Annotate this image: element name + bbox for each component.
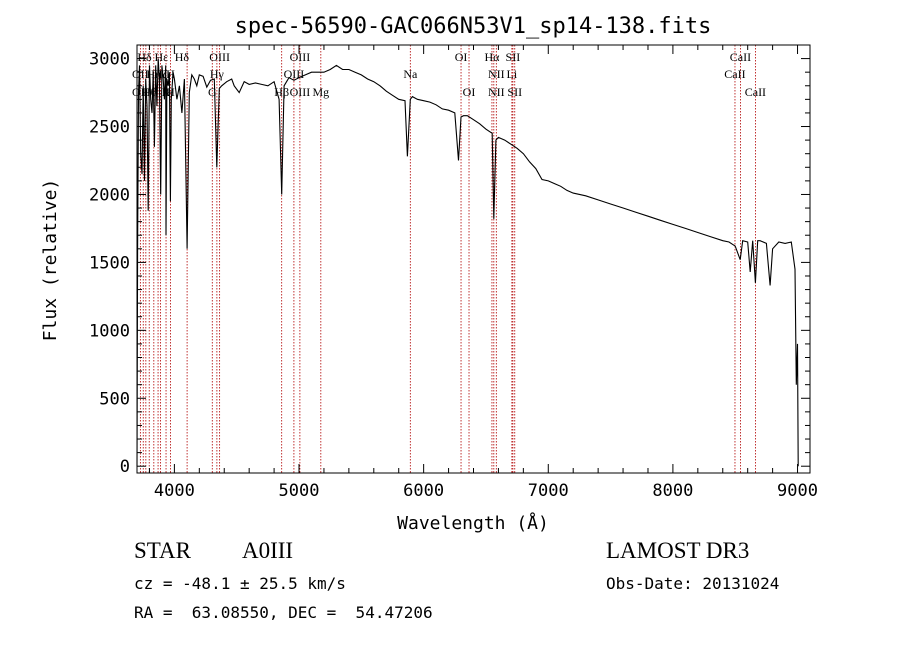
survey-name: LAMOST DR3 bbox=[606, 538, 750, 563]
spectral-line-label: NII bbox=[488, 85, 505, 99]
spectral-line-label: Hε bbox=[154, 50, 168, 64]
spectral-line-label: OI bbox=[463, 85, 476, 99]
spectral-line-label: Hα bbox=[484, 50, 500, 64]
spectral-line-label: CaII bbox=[745, 85, 766, 99]
spectral-lines bbox=[139, 45, 756, 473]
x-tick-label: 9000 bbox=[777, 481, 818, 501]
y-tick-label: 2000 bbox=[89, 185, 130, 205]
object-class: STAR bbox=[134, 538, 191, 563]
spectral-line-label: Li bbox=[507, 67, 518, 81]
y-tick-label: 0 bbox=[120, 457, 130, 477]
plot-frame bbox=[136, 44, 811, 474]
x-tick-label: 6000 bbox=[403, 481, 444, 501]
y-tick-label: 1500 bbox=[89, 253, 130, 273]
x-axis-label: Wavelength (Å) bbox=[397, 512, 549, 534]
spectral-line-label: Na bbox=[403, 67, 418, 81]
y-tick-label: 1000 bbox=[89, 321, 130, 341]
spectral-line-label: OIII bbox=[209, 50, 230, 64]
x-tick-label: 7000 bbox=[528, 481, 569, 501]
spectral-line-label: Hδ bbox=[175, 50, 190, 64]
spectrum-line bbox=[136, 58, 799, 467]
spectral-line-label: OI bbox=[455, 50, 468, 64]
spectral-line-label: OIII bbox=[290, 85, 311, 99]
spectral-line-label: Hδ bbox=[137, 50, 152, 64]
axis-ticks: 4000 5000 6000 7000 8000 9000 0 500 1000 1500 2000… bbox=[89, 45, 818, 501]
redshift-cz: cz = -48.1 ± 25.5 km/s bbox=[134, 574, 346, 593]
spectral-line-label: CaII bbox=[730, 50, 751, 64]
x-tick-label: 5000 bbox=[279, 481, 320, 501]
y-tick-label: 2500 bbox=[89, 118, 130, 138]
x-tick-label: 4000 bbox=[154, 481, 195, 501]
y-axis-label: Flux (relative) bbox=[40, 179, 61, 342]
y-tick-label: 500 bbox=[99, 389, 130, 409]
spectral-line-label: OIII bbox=[284, 67, 305, 81]
y-tick-label: 3000 bbox=[89, 50, 130, 70]
spectral-line-label: NII bbox=[488, 67, 505, 81]
x-tick-label: 8000 bbox=[652, 481, 693, 501]
spectral-line-label: H bbox=[166, 67, 175, 81]
spectral-line-label: SII bbox=[507, 85, 522, 99]
spectral-line-label: H bbox=[166, 85, 175, 99]
coordinates: RA = 63.08550, DEC = 54.47206 bbox=[134, 603, 433, 622]
spectral-line-label: Hγ bbox=[210, 67, 225, 81]
spectral-line-label: G bbox=[208, 85, 217, 99]
spectral-line-label: Mg bbox=[312, 85, 329, 99]
object-subclass: A0III bbox=[242, 538, 294, 563]
spectral-line-label: OIII bbox=[290, 50, 311, 64]
chart-title: spec-56590-GAC066N53V1_sp14-138.fits bbox=[235, 14, 712, 39]
spectral-line-label: CaII bbox=[724, 67, 745, 81]
spectral-line-label: SII bbox=[506, 50, 521, 64]
spectral-line-label: OII bbox=[132, 67, 149, 81]
observation-date: Obs-Date: 20131024 bbox=[606, 574, 780, 593]
